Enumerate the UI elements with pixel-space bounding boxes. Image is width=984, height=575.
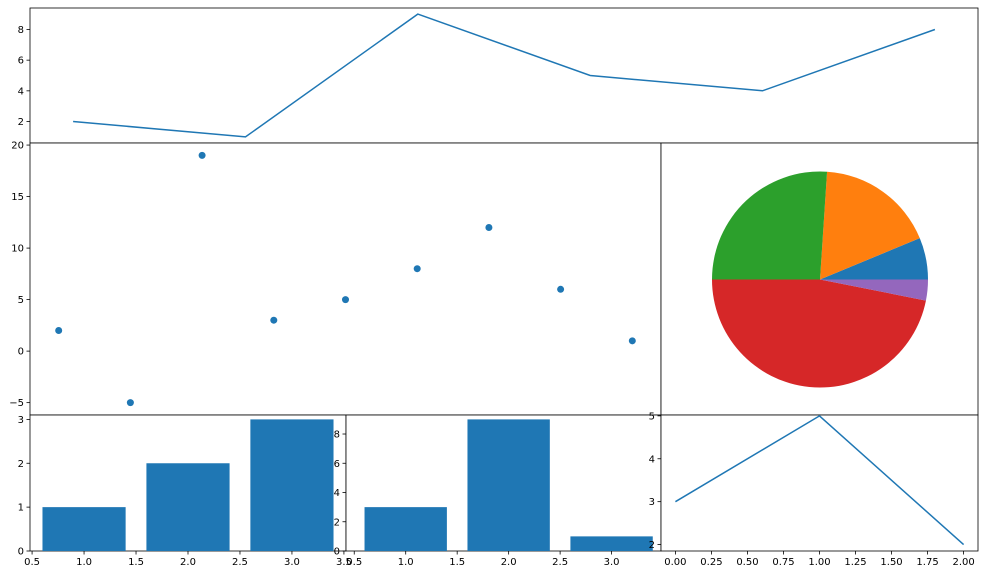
y-tick-label: 8 <box>334 430 340 441</box>
x-tick-label: 0.75 <box>772 557 794 568</box>
y-tick-label: 0 <box>18 347 24 358</box>
top-line-chart: 246845 <box>18 7 979 161</box>
bar <box>364 507 447 551</box>
y-tick-label: 0 <box>334 547 340 558</box>
scatter-point <box>270 316 278 324</box>
pie-slice <box>712 171 828 280</box>
scatter-point <box>55 327 63 335</box>
x-tick-label: 0.25 <box>700 557 722 568</box>
y-tick-label: 10 <box>11 244 24 255</box>
y-tick-label: 5 <box>649 411 655 422</box>
y-tick-label: 15 <box>11 192 24 203</box>
x-tick-label: 1.50 <box>880 557 902 568</box>
scatter-point <box>342 296 349 304</box>
x-tick-label: 2.0 <box>180 557 196 568</box>
y-tick-label: 3 <box>649 497 655 508</box>
y-tick-label: 3 <box>18 415 24 426</box>
x-tick-label: 2.5 <box>552 557 568 568</box>
scatter-point <box>126 399 134 407</box>
x-tick-label: 2.0 <box>501 557 517 568</box>
axes-frame <box>29 142 662 416</box>
bottom-left-bar-chart: 0 1 2 3 0.5 1.0 1.5 2.0 2.5 3.0 3.5 <box>18 414 352 568</box>
pie-slice <box>820 171 920 280</box>
x-tick-label: 3.0 <box>284 557 300 568</box>
y-tick-label: 4 <box>649 454 655 465</box>
series-line <box>675 414 965 546</box>
y-tick-label: 2 <box>18 459 24 470</box>
x-tick-label: 1.5 <box>449 557 465 568</box>
pie-slice <box>712 279 926 388</box>
y-tick-label: 2 <box>18 117 24 128</box>
pie-slice <box>820 238 928 280</box>
middle-scatter-chart: −5 0 5 10 15 20 <box>9 141 662 416</box>
y-tick-label: 1 <box>18 503 24 514</box>
x-tick-label: 3.5 <box>336 557 352 568</box>
axes-frame <box>660 414 979 552</box>
pie-chart <box>660 142 979 416</box>
x-tick-label: 0.00 <box>664 557 686 568</box>
y-tick-label: 4 <box>334 488 340 499</box>
x-tick-label: 1.0 <box>398 557 414 568</box>
y-tick-label: −5 <box>9 398 24 409</box>
bar <box>250 419 334 551</box>
scatter-point <box>198 151 206 159</box>
bar <box>146 463 230 551</box>
bar <box>467 419 550 551</box>
x-tick-label: 1.00 <box>808 557 830 568</box>
x-tick-label: 1.0 <box>76 557 92 568</box>
x-tick-label: 0.5 <box>346 557 362 568</box>
x-tick-label: 2.5 <box>232 557 248 568</box>
x-tick-label: 1.75 <box>916 557 938 568</box>
x-tick-label: 0.50 <box>736 557 758 568</box>
bar <box>42 507 126 551</box>
x-tick-label: 0.5 <box>24 557 40 568</box>
bottom-middle-bar-chart: 0 2 4 6 8 0.5 1.0 1.5 2.0 2.5 3.0 <box>334 414 662 568</box>
series-line <box>73 13 936 138</box>
y-tick-label: 20 <box>11 141 24 152</box>
scatter-point <box>485 223 493 231</box>
y-tick-label: 5 <box>18 295 24 306</box>
x-tick-label: 2.00 <box>952 557 974 568</box>
pie-slice <box>820 279 928 301</box>
y-tick-label: 6 <box>334 459 340 470</box>
scatter-point <box>557 285 565 293</box>
y-tick-label: 0 <box>18 547 24 558</box>
y-tick-label: 4 <box>18 86 24 97</box>
axes-frame <box>29 7 979 144</box>
scatter-point <box>413 265 421 273</box>
bar <box>570 536 653 551</box>
y-tick-label: 8 <box>18 25 24 36</box>
x-tick-label: 1.25 <box>844 557 866 568</box>
x-tick-label: 1.5 <box>128 557 144 568</box>
y-tick-label: 2 <box>649 540 655 551</box>
bottom-right-line-chart: 2 3 4 5 0.00 0.25 0.50 0.75 1.00 1.25 1.50 1.75 2.00 <box>649 411 979 568</box>
y-tick-label: 2 <box>334 517 340 528</box>
y-tick-label: 6 <box>18 56 24 67</box>
scatter-point <box>628 337 636 345</box>
x-tick-label: 3.0 <box>604 557 620 568</box>
